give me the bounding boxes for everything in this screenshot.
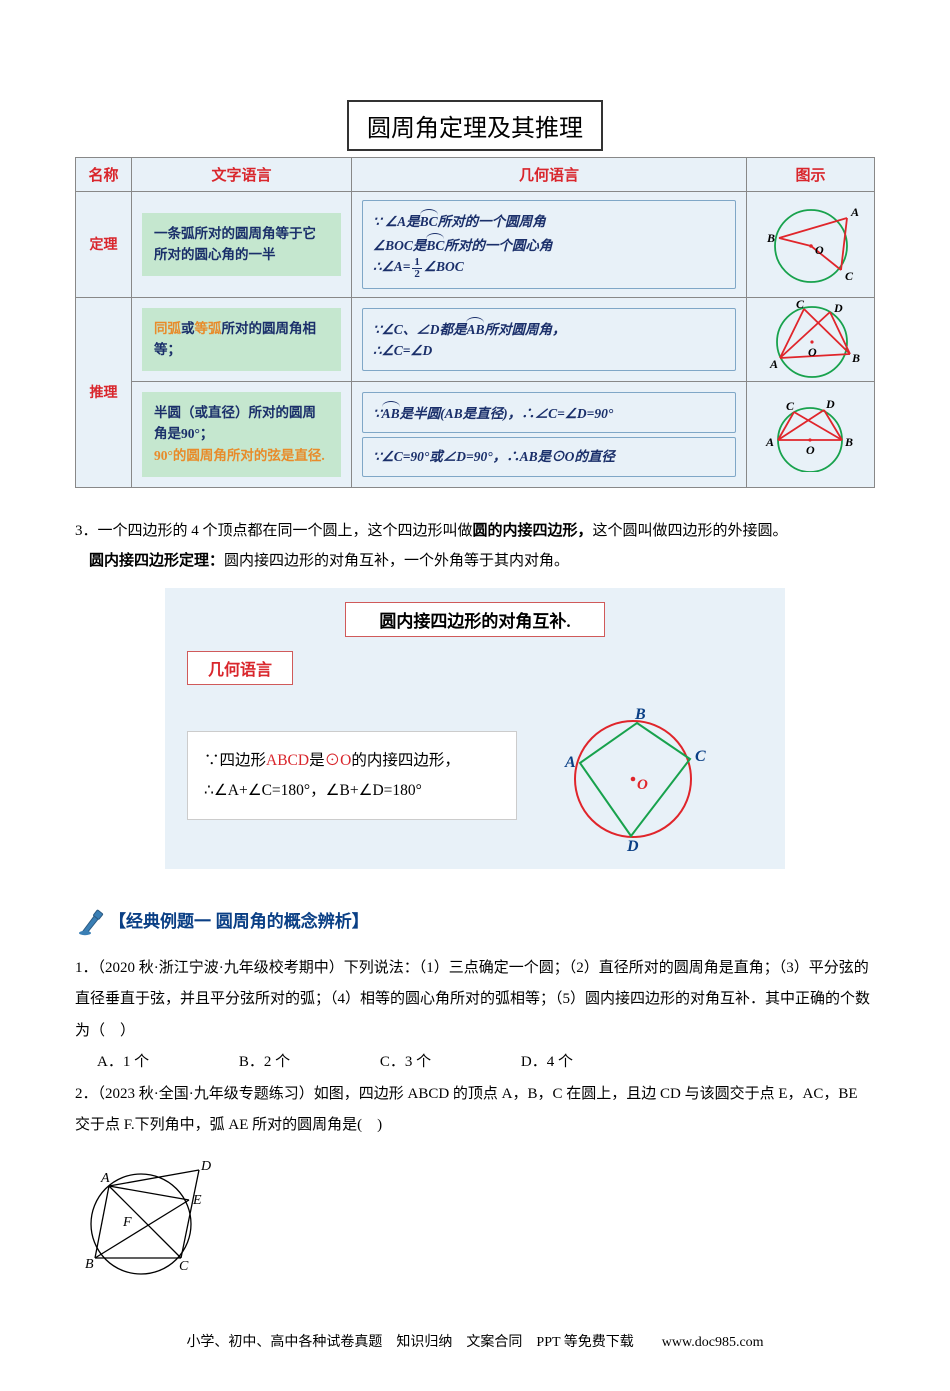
svg-text:C: C (695, 748, 706, 765)
diagram-q2: A B C D E F (75, 1148, 225, 1278)
th-geo: 几何语言 (352, 158, 747, 192)
row-label-inference: 推理 (76, 297, 132, 487)
th-text: 文字语言 (132, 158, 352, 192)
svg-text:A: A (769, 357, 778, 371)
row-label-theorem: 定理 (76, 192, 132, 298)
question-1: 1．（2020 秋·浙江宁波·九年级校考期中）下列说法：（1）三点确定一个圆；（… (75, 953, 875, 1048)
theorem-table: 名称 文字语言 几何语言 图示 定理 一条弧所对的圆周角等于它所对的圆心角的一半… (75, 157, 875, 488)
svg-text:C: C (786, 399, 795, 413)
th-diag: 图示 (747, 158, 875, 192)
svg-text:F: F (122, 1215, 132, 1230)
svg-text:B: B (634, 706, 646, 723)
svg-text:C: C (179, 1259, 189, 1274)
theorem-geo: ∵ ∠A是BC所对的一个圆周角 ∠BOC是BC所对的一个圆心角 ∴∠A=12∠B… (362, 200, 736, 289)
diagram-inscribed-quad: A B C D O (545, 701, 715, 851)
diagram-inference1: A B C D O (752, 298, 870, 380)
block2-math: ∵四边形ABCD是⊙O的内接四边形， ∴∠A+∠C=180°，∠B+∠D=180… (187, 731, 517, 820)
section-header: 【经典例题一 圆周角的概念辨析】 (75, 903, 875, 937)
svg-text:O: O (815, 243, 824, 257)
svg-text:O: O (808, 345, 817, 359)
inscribed-quad-block: 圆内接四边形的对角互补. 几何语言 ∵四边形ABCD是⊙O的内接四边形， ∴∠A… (165, 588, 785, 869)
svg-text:B: B (85, 1257, 94, 1272)
inference1-text: 同弧或等弧所对的圆周角相等； (142, 308, 341, 371)
paragraph-3: 3．一个四边形的 4 个顶点都在同一个圆上，这个四边形叫做圆的内接四边形，这个圆… (75, 516, 875, 576)
page-title: 圆周角定理及其推理 (347, 100, 603, 151)
theorem-text: 一条弧所对的圆周角等于它所对的圆心角的一半 (142, 213, 341, 276)
page-footer: 小学、初中、高中各种试卷真题 知识归纳 文案合同 PPT 等免费下载 www.d… (75, 1331, 875, 1351)
svg-text:B: B (844, 435, 853, 449)
block2-lang-label: 几何语言 (187, 651, 293, 685)
svg-text:B: B (766, 231, 775, 245)
inference2-geo-1: ∵AB是半圆(AB是直径)，∴∠C=∠D=90° (362, 392, 736, 434)
svg-text:D: D (200, 1159, 211, 1174)
svg-text:O: O (637, 777, 648, 793)
inference2-geo-2: ∵∠C=90°或∠D=90°，∴AB是⊙O的直径 (362, 437, 736, 477)
block2-title: 圆内接四边形的对角互补. (345, 602, 605, 637)
question-1-options: A．1 个 B．2 个 C．3 个 D．4 个 (75, 1047, 875, 1079)
svg-text:A: A (850, 205, 859, 219)
svg-text:E: E (192, 1193, 202, 1208)
svg-text:A: A (100, 1171, 110, 1186)
diagram-theorem: A B C O (753, 202, 868, 287)
question-2: 2．（2023 秋·全国·九年级专题练习）如图，四边形 ABCD 的顶点 A，B… (75, 1079, 875, 1142)
svg-text:A: A (564, 754, 576, 771)
svg-text:D: D (825, 397, 835, 411)
svg-text:D: D (626, 838, 639, 851)
th-name: 名称 (76, 158, 132, 192)
inference1-geo: ∵∠C、∠D都是AB所对圆周角， ∴∠C=∠D (362, 308, 736, 371)
microscope-icon (75, 903, 109, 937)
svg-text:C: C (845, 269, 854, 283)
inference2-text: 半圆（或直径）所对的圆周角是90°； 90°的圆周角所对的弦是直径. (142, 392, 341, 477)
svg-text:D: D (833, 301, 843, 315)
svg-text:O: O (806, 443, 815, 457)
svg-text:A: A (765, 435, 774, 449)
svg-text:B: B (851, 351, 860, 365)
diagram-inference2: A B C D O (750, 396, 872, 472)
svg-text:C: C (796, 298, 805, 311)
